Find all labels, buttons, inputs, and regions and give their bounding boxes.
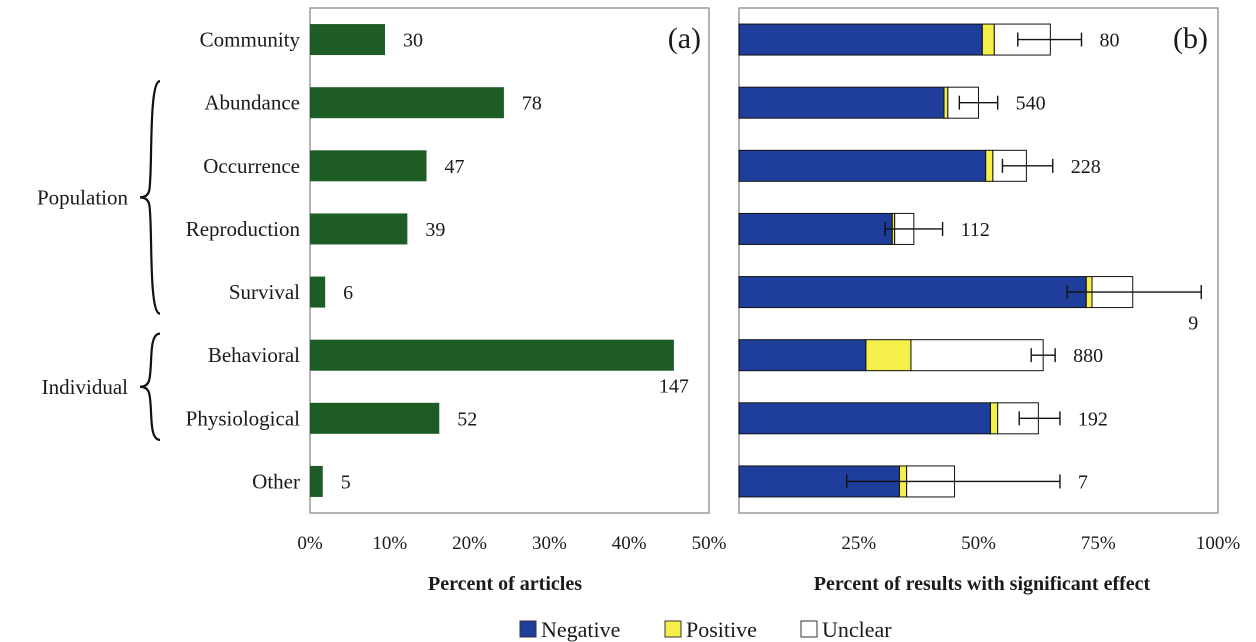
tick-b-2: 75% (1081, 533, 1116, 554)
bar-b-behavioral-unclear (910, 339, 1044, 372)
group-label-individual: Individual (42, 375, 128, 399)
bar-a-other (310, 465, 323, 497)
panel-a-xlabel: Percent of articles (428, 573, 582, 595)
tick-b-0: 25% (841, 533, 876, 554)
bar-b-community-positive (981, 23, 995, 56)
tick-a-3: 30% (532, 533, 567, 554)
tick-a-4: 40% (612, 533, 647, 554)
bar-b-occurrence-negative (738, 149, 987, 182)
data-label-a-occurrence: 47 (445, 156, 465, 178)
bar-b-occurrence-positive (985, 149, 994, 182)
data-label-b-occurrence: 228 (1071, 156, 1101, 178)
data-label-b-physiological: 192 (1078, 408, 1108, 430)
legend-label-negative: Negative (541, 617, 620, 642)
data-label-b-other: 7 (1078, 471, 1088, 493)
data-label-a-other: 5 (341, 471, 351, 493)
data-label-b-abundance: 540 (1016, 93, 1046, 115)
bar-b-survival-negative (738, 276, 1087, 309)
category-labels: Community Abundance Occurrence Reproduction… (186, 28, 301, 494)
panel-b: 80 540 228 112 9 880 192 7 25% 50% 75% 100% (b) (738, 7, 1241, 554)
legend: Negative Positive Unclear (519, 617, 892, 642)
bar-b-physiological-unclear (997, 402, 1039, 435)
tick-a-0: 0% (297, 533, 323, 554)
legend-swatch-unclear (800, 620, 818, 638)
category-label-behavioral: Behavioral (208, 343, 300, 367)
data-label-a-community: 30 (403, 30, 423, 52)
group-labels: Population Individual (37, 80, 161, 441)
bar-b-abundance-negative (738, 86, 945, 119)
bar-b-behavioral-positive (865, 339, 912, 372)
bar-b-abundance-positive (943, 86, 949, 119)
data-label-a-reproduction: 39 (425, 219, 445, 241)
panel-b-xlabel: Percent of results with significant effe… (814, 573, 1151, 595)
category-label-abundance: Abundance (204, 91, 300, 115)
data-label-a-behavioral: 147 (659, 376, 689, 398)
panel-a-frame (309, 7, 710, 514)
data-label-b-community: 80 (1099, 30, 1119, 52)
bar-a-occurrence (310, 150, 427, 182)
bar-b-physiological-negative (738, 402, 991, 435)
tick-a-5: 50% (692, 533, 727, 554)
tick-a-1: 10% (372, 533, 407, 554)
category-label-other: Other (252, 469, 300, 493)
bar-a-physiological (310, 402, 440, 434)
bar-b-behavioral-negative (738, 339, 867, 372)
bar-a-abundance (310, 87, 504, 119)
bar-a-survival (310, 276, 326, 308)
data-label-a-survival: 6 (343, 282, 353, 304)
tick-b-3: 100% (1196, 533, 1241, 554)
category-label-community: Community (200, 28, 301, 52)
bar-b-reproduction-negative (738, 212, 893, 245)
legend-label-positive: Positive (686, 617, 757, 642)
data-label-b-behavioral: 880 (1073, 345, 1103, 367)
legend-swatch-positive (664, 620, 682, 638)
bar-a-community (310, 24, 386, 56)
tick-a-2: 20% (452, 533, 487, 554)
group-label-population: Population (37, 185, 129, 209)
bar-a-reproduction (310, 213, 408, 245)
brace-individual (139, 332, 161, 441)
data-label-a-physiological: 52 (457, 408, 477, 430)
bar-b-community-negative (738, 23, 983, 56)
data-label-b-reproduction: 112 (961, 219, 990, 241)
tick-b-1: 50% (961, 533, 996, 554)
panel-b-label: (b) (1173, 22, 1208, 55)
category-label-reproduction: Reproduction (186, 217, 301, 241)
bar-b-physiological-positive (989, 402, 999, 435)
legend-swatch-negative (519, 620, 537, 638)
data-label-a-abundance: 78 (522, 93, 542, 115)
panel-b-frame (738, 7, 1219, 514)
bar-a-behavioral (310, 339, 674, 371)
category-label-physiological: Physiological (186, 406, 300, 430)
brace-population (139, 80, 161, 315)
data-label-b-survival: 9 (1188, 313, 1198, 335)
panel-a-label: (a) (668, 22, 701, 55)
category-label-occurrence: Occurrence (203, 154, 300, 178)
category-label-survival: Survival (229, 280, 300, 304)
legend-label-unclear: Unclear (822, 617, 892, 642)
